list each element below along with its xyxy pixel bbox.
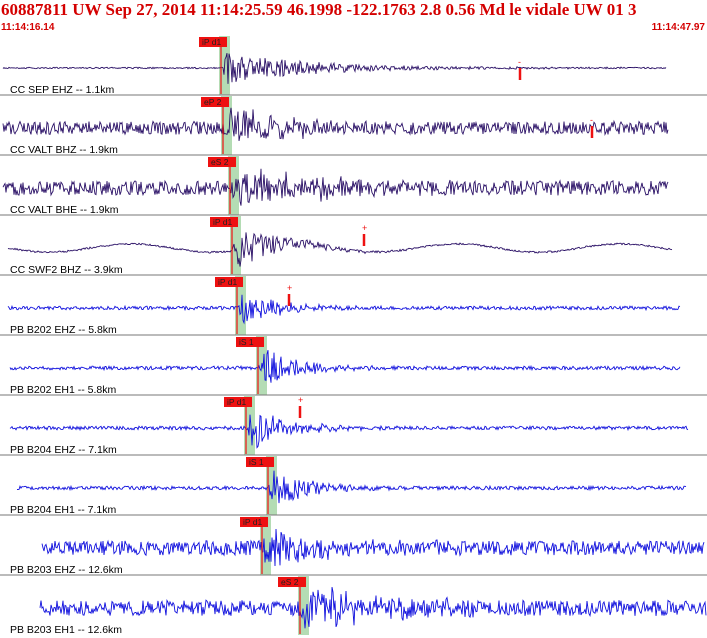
waveform	[16, 470, 687, 504]
pick-label: iS 1	[249, 457, 264, 467]
end-time: 11:14:47.97	[651, 22, 705, 33]
pick-window	[235, 276, 246, 335]
seismogram-plot: - - + + + iP d1 eP 2 eS 2 iP d1 iP d1 iS 1 iP d1 iS…	[0, 36, 707, 636]
pick-label: iP d1	[218, 277, 237, 287]
channel-label: PB B203 EH1 -- 12.6km	[10, 624, 122, 636]
waveform-traces	[2, 52, 707, 629]
pick-box	[236, 337, 264, 347]
pick-label: eP 2	[204, 97, 222, 107]
coda-marker-sign: +	[287, 283, 292, 293]
channel-label: CC VALT BHZ -- 1.9km	[10, 144, 118, 156]
channel-label: CC VALT BHE -- 1.9km	[10, 204, 119, 216]
pick-window	[228, 156, 239, 215]
channel-label: PB B202 EHZ -- 5.8km	[10, 324, 117, 336]
pick-window	[260, 516, 271, 575]
pick-box	[278, 577, 306, 587]
channel-label: PB B202 EH1 -- 5.8km	[10, 384, 116, 396]
start-time: 11:14:16.14	[1, 22, 55, 33]
phase-picks: iP d1 eP 2 eS 2 iP d1 iP d1 iS 1 iP d1 iS 1 iP d…	[199, 37, 306, 634]
pick-label: iS 1	[239, 337, 254, 347]
pick-window	[230, 216, 241, 275]
waveform	[7, 294, 681, 325]
pick-box	[215, 277, 243, 287]
pick-window	[298, 576, 309, 635]
pick-label: iP d1	[227, 397, 246, 407]
channel-label: PB B204 EHZ -- 7.1km	[10, 444, 117, 456]
pick-box	[240, 517, 268, 527]
pick-label: iP d1	[213, 217, 232, 227]
waveform	[9, 349, 681, 383]
pick-box	[208, 157, 236, 167]
event-title: 60887811 UW Sep 27, 2014 11:14:25.59 46.…	[1, 0, 637, 19]
waveform	[41, 528, 705, 567]
pick-label: iP d1	[243, 517, 262, 527]
pick-window	[266, 456, 277, 515]
channel-label: PB B204 EH1 -- 7.1km	[10, 504, 116, 516]
pick-box	[210, 217, 238, 227]
pick-label: eS 2	[281, 577, 299, 587]
pick-label: eS 2	[211, 157, 229, 167]
coda-marker-sign: +	[362, 223, 367, 233]
event-header: 60887811 UW Sep 27, 2014 11:14:25.59 46.…	[0, 0, 707, 36]
pick-box	[199, 37, 227, 47]
waveform	[9, 414, 689, 449]
pick-box	[246, 457, 274, 467]
waveform	[2, 107, 669, 141]
pick-box	[224, 397, 252, 407]
waveform	[2, 168, 669, 206]
channel-labels: CC SEP EHZ -- 1.1km CC VALT BHZ -- 1.9km C…	[10, 84, 123, 636]
coda-markers: - - + + +	[287, 57, 594, 418]
waveform	[7, 232, 673, 267]
pick-label: iP d1	[202, 37, 221, 47]
coda-marker-sign: +	[298, 395, 303, 405]
pick-window	[221, 96, 232, 155]
pick-box	[201, 97, 229, 107]
channel-label: CC SWF2 BHZ -- 3.9km	[10, 264, 123, 276]
waveform	[2, 52, 667, 84]
waveform	[39, 587, 707, 629]
channel-label: CC SEP EHZ -- 1.1km	[10, 84, 114, 96]
channel-label: PB B203 EHZ -- 12.6km	[10, 564, 123, 576]
coda-marker-sign: -	[518, 57, 521, 67]
coda-marker-sign: -	[590, 115, 593, 125]
panel-separators	[0, 94, 707, 576]
